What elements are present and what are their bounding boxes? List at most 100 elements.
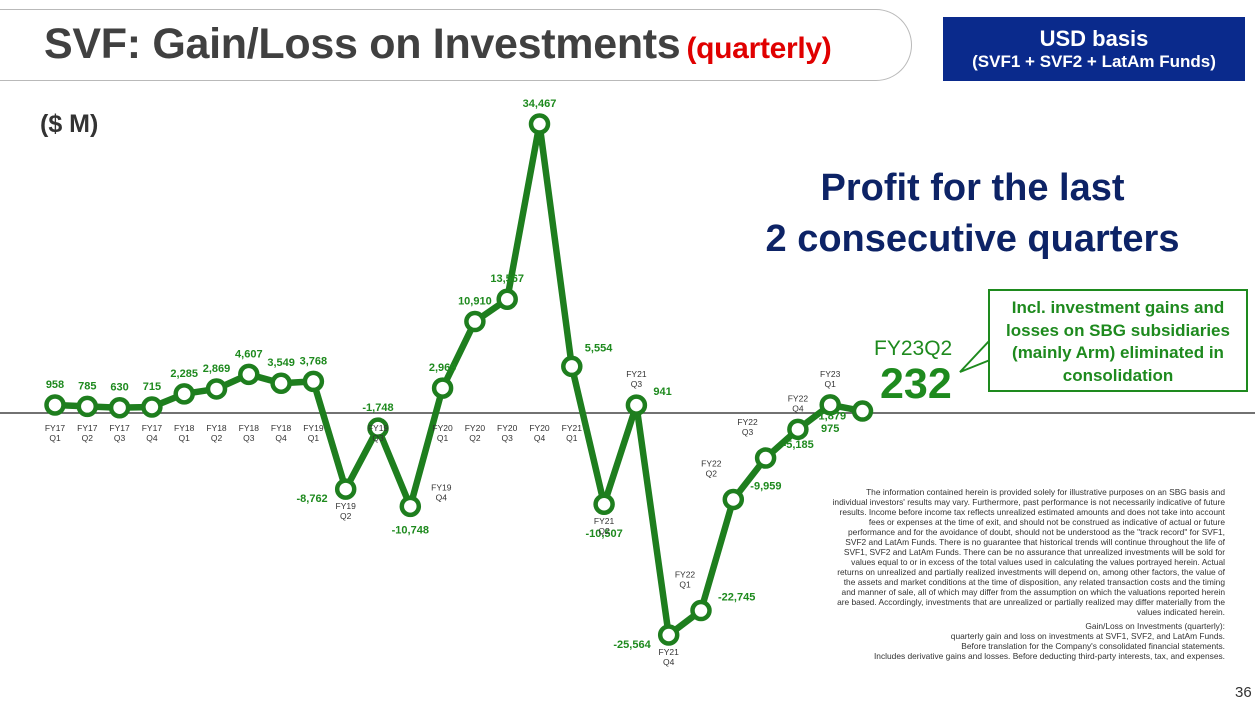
tick-label: FY23 <box>820 369 841 379</box>
tick-label: FY20 <box>432 423 453 433</box>
headline: Profit for the last 2 consecutive quarte… <box>720 163 1225 265</box>
tick-label: Q1 <box>179 433 191 443</box>
tick-label: Q1 <box>49 433 61 443</box>
data-point <box>851 400 874 422</box>
tick-label: FY21 <box>594 516 615 526</box>
tick-label: Q3 <box>502 433 514 443</box>
data-label: 34,467 <box>523 98 557 110</box>
data-point <box>593 493 615 515</box>
data-point <box>205 378 228 400</box>
tick-label: FY21 <box>626 369 647 379</box>
tick-label: FY21 <box>562 423 583 433</box>
unit-label: ($ M) <box>40 110 99 138</box>
data-label: 2,869 <box>203 363 231 375</box>
tick-label: FY17 <box>109 423 130 433</box>
tick-label: FY19 <box>431 482 452 492</box>
tick-label: FY22 <box>737 417 758 427</box>
data-point <box>302 370 325 393</box>
tick-label: FY17 <box>45 423 66 433</box>
data-label: 958 <box>46 379 64 391</box>
tick-label: FY17 <box>142 423 163 433</box>
data-point <box>76 395 99 418</box>
tick-label: Q4 <box>792 403 804 413</box>
tick-label: Q1 <box>437 433 449 443</box>
data-label: -25,564 <box>613 639 651 651</box>
tick-label: Q4 <box>275 433 287 443</box>
tick-label: FY18 <box>174 423 195 433</box>
data-point <box>238 363 260 386</box>
tick-label: FY20 <box>465 423 486 433</box>
data-point <box>464 310 486 333</box>
page-number: 36 <box>1235 684 1252 701</box>
tick-label: FY17 <box>77 423 98 433</box>
data-label: -10,507 <box>585 528 622 540</box>
disclaimer: The information contained herein is prov… <box>830 487 1225 661</box>
tick-label: Q2 <box>211 433 223 443</box>
title-banner <box>0 9 912 81</box>
data-label: -22,745 <box>718 592 755 604</box>
disclaimer-main: The information contained herein is prov… <box>832 487 1225 617</box>
data-point <box>431 377 454 399</box>
tick-label: FY20 <box>497 423 518 433</box>
data-point <box>722 488 745 511</box>
tick-label: Q4 <box>146 433 158 443</box>
tick-label: FY19 <box>303 423 324 433</box>
tick-label: FY20 <box>529 423 550 433</box>
tick-label: Q2 <box>598 526 610 536</box>
callout-pointer <box>959 339 991 373</box>
data-label: 5,554 <box>585 342 613 354</box>
tick-label: FY22 <box>675 570 696 580</box>
data-label: -8,762 <box>296 493 327 505</box>
tick-label: FY18 <box>271 423 292 433</box>
data-point <box>561 355 583 378</box>
tick-label: Q2 <box>82 433 94 443</box>
tick-label: Q1 <box>825 379 837 389</box>
definition-line2: quarterly gain and loss on investments a… <box>950 631 1225 641</box>
data-point <box>657 624 680 646</box>
data-label: 3,768 <box>300 355 328 367</box>
data-label: -1,879 <box>815 410 846 422</box>
definition-line1: Gain/Loss on Investments (quarterly): <box>1085 621 1225 631</box>
data-point <box>819 394 841 416</box>
tick-label: FY22 <box>788 393 809 403</box>
headline-line1: Profit for the last <box>820 167 1125 209</box>
data-point <box>399 495 422 518</box>
data-point <box>108 396 131 419</box>
data-point <box>690 599 712 622</box>
tick-label: Q2 <box>706 468 718 478</box>
title-main: SVF: Gain/Loss on Investments <box>44 20 681 68</box>
data-label: 785 <box>78 380 96 392</box>
tick-label: Q3 <box>114 433 126 443</box>
data-point <box>367 417 389 439</box>
data-label: 13,567 <box>490 273 524 285</box>
tick-label: Q3 <box>631 379 643 389</box>
data-label: 2,969 <box>429 362 457 374</box>
data-label: -1,748 <box>362 402 393 414</box>
data-point <box>754 447 777 469</box>
tick-label: Q3 <box>243 433 255 443</box>
callout-box: Incl. investment gains and losses on SBG… <box>988 289 1248 392</box>
basis-badge: USD basis (SVF1 + SVF2 + LatAm Funds) <box>943 17 1245 81</box>
data-point <box>141 396 163 418</box>
tick-label: Q4 <box>534 433 546 443</box>
tick-label: FY18 <box>206 423 227 433</box>
basis-line1: USD basis <box>1039 26 1149 51</box>
data-label: 941 <box>653 386 671 398</box>
tick-label: Q4 <box>436 492 448 502</box>
data-label: -5,185 <box>783 439 814 451</box>
tick-label: Q3 <box>372 433 384 443</box>
tick-label: Q4 <box>663 657 675 667</box>
data-point <box>787 418 809 441</box>
title-suffix: (quarterly) <box>686 32 832 65</box>
basis-line2: (SVF1 + SVF2 + LatAm Funds) <box>972 52 1216 71</box>
data-label: 2,285 <box>170 368 198 380</box>
tick-label: FY22 <box>701 458 722 468</box>
data-label: 3,549 <box>267 357 295 369</box>
definition-line4: Includes derivative gains and losses. Be… <box>873 651 1225 661</box>
data-point <box>173 383 195 405</box>
tick-label: Q1 <box>679 580 691 590</box>
tick-label: Q2 <box>340 511 352 521</box>
data-label: 4,607 <box>235 348 263 360</box>
tick-label: FY21 <box>659 647 680 657</box>
